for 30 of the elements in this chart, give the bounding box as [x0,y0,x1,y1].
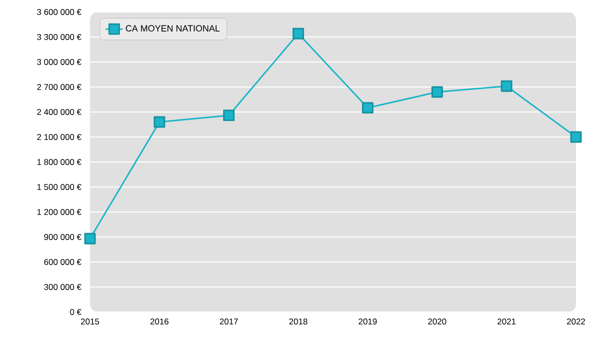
y-tick-label: 0 € [70,309,82,315]
x-tick-label: 2018 [289,318,308,325]
point [84,232,96,244]
y-tick-label: 2 100 000 € [37,134,82,140]
x-tick-label: 2015 [81,318,100,325]
y-tick-label: 3 300 000 € [37,34,82,40]
x-tick-label: 2021 [498,318,516,325]
y-tick-label: 2 400 000 € [37,109,82,115]
y-tick-label: 300 000 € [44,284,82,290]
point [431,86,443,98]
y-tick-label: 1 500 000 € [37,184,82,190]
y-tick-label: 900 000 € [44,234,82,240]
y-tick-label: 1 200 000 € [37,209,82,215]
y-tick-label: 600 000 € [44,259,82,265]
point [223,110,235,122]
x-tick-label: 2017 [220,318,238,325]
y-tick-label: 1 800 000 € [37,159,82,165]
point [292,28,304,40]
y-tick-label: 2 700 000 € [37,84,82,90]
y-tick-label: 3 600 000 € [37,9,82,15]
x-tick-label: 2016 [150,318,168,325]
legend-label: CA MOYEN NATIONAL [126,25,220,32]
point [570,131,582,143]
point [500,80,512,92]
point [154,116,166,128]
x-tick-label: 2020 [428,318,446,325]
x-tick-label: 2022 [567,318,585,325]
y-tick-label: 3 000 000 € [37,59,82,65]
point [362,102,374,114]
x-tick-label: 2019 [358,318,377,325]
